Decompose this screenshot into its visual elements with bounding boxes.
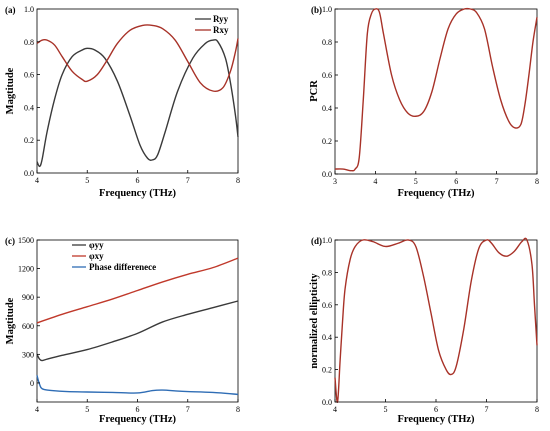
x-tick-label: 5 [85, 176, 89, 185]
y-tick-label: 0.2 [322, 366, 332, 375]
y-tick-label: 1.0 [322, 5, 332, 14]
x-tick-label: 8 [236, 405, 240, 414]
y-tick-label: 0 [30, 379, 34, 388]
legend-label-phi-xy: φxy [89, 251, 104, 261]
panel-c-legend: φyy φxy Phase differenece [72, 240, 156, 272]
x-tick-label: 6 [434, 405, 438, 414]
x-tick-label: 6 [136, 405, 140, 414]
series-line-rxy [36, 24, 239, 92]
y-tick-label: 0.0 [322, 170, 332, 179]
series-line-series-0 [334, 7, 538, 172]
x-tick-label: 5 [384, 405, 388, 414]
x-tick-label: 7 [495, 177, 499, 186]
y-tick-label: 0.2 [24, 136, 34, 145]
legend-label-rxy: Rxy [213, 25, 229, 35]
y-tick-label: 1500 [18, 236, 34, 245]
y-tick-label: 1200 [18, 265, 34, 274]
y-tick-label: 600 [22, 322, 34, 331]
y-tick-label: 0.8 [322, 268, 332, 277]
x-tick-label: 3 [333, 177, 337, 186]
panel-d-ticks: 4 5 6 7 8 0.0 0.2 0.4 0.6 0.8 1.0 [322, 236, 539, 414]
y-tick-label: 1.0 [24, 5, 34, 14]
legend-label-phi-yy: φyy [89, 240, 104, 250]
x-tick-label: 8 [535, 177, 539, 186]
panel-a-series [36, 24, 239, 168]
panel-a: (a) 4 5 6 7 8 0.0 0.2 0.4 0.6 0.8 1.0 Frequency (T… [5, 5, 240, 199]
x-tick-label: 4 [35, 405, 39, 414]
x-tick-label: 4 [35, 176, 39, 185]
panel-d-xlabel: Frequency (THz) [397, 414, 475, 425]
panel-b-tag: (b) [311, 5, 322, 15]
panel-d-tag: (d) [311, 236, 322, 246]
panel-a-ylabel: Magtitude [5, 67, 16, 114]
x-tick-label: 6 [454, 177, 458, 186]
y-tick-label: 0.0 [322, 398, 332, 407]
y-tick-label: 1.0 [322, 236, 332, 245]
panel-a-tag: (a) [5, 5, 16, 15]
panel-c-xlabel: Frequency (THz) [99, 414, 177, 425]
panel-d-series [334, 237, 538, 403]
legend-label-ryy: Ryy [213, 14, 229, 24]
panel-a-ticks: 4 5 6 7 8 0.0 0.2 0.4 0.6 0.8 1.0 [24, 5, 240, 185]
x-tick-label: 8 [535, 405, 539, 414]
x-tick-label: 5 [85, 405, 89, 414]
x-tick-label: 8 [236, 176, 240, 185]
legend-label-phase-difference: Phase differenece [89, 262, 156, 272]
y-tick-label: 0.8 [24, 38, 34, 47]
panel-d: (d) 4 5 6 7 8 0.0 0.2 0.4 0.6 0.8 1.0 Frequency (T… [309, 236, 539, 425]
panel-b-ylabel: PCR [309, 80, 320, 102]
x-tick-label: 6 [136, 176, 140, 185]
panel-b-series [334, 7, 538, 172]
x-tick-label: 7 [186, 176, 190, 185]
panel-c-ticks: 4 5 6 7 8 0 300 600 900 1200 1500 [18, 236, 240, 414]
panel-a-legend: Ryy Rxy [195, 14, 229, 35]
y-tick-label: 0.0 [24, 169, 34, 178]
x-tick-label: 4 [333, 405, 337, 414]
x-tick-label: 7 [186, 405, 190, 414]
series-line-ryy [36, 39, 239, 168]
y-tick-label: 0.6 [322, 301, 332, 310]
y-tick-label: 0.4 [24, 103, 34, 112]
panel-b: (b) 3 4 5 6 7 8 0.0 0.2 0.4 0.6 0.8 1.0 Frequency (… [309, 5, 539, 199]
y-tick-label: 0.6 [322, 71, 332, 80]
y-tick-label: 900 [22, 293, 34, 302]
series-line-phase-differenece [36, 375, 239, 396]
y-tick-label: 0.4 [322, 333, 332, 342]
panel-c-series [36, 257, 239, 396]
panel-c-ylabel: Magtitude [5, 297, 16, 344]
panel-d-ylabel: normalized ellipticity [309, 273, 320, 369]
panel-a-xlabel: Frequency (THz) [99, 188, 177, 199]
series-line-series-0 [334, 237, 538, 403]
x-tick-label: 7 [485, 405, 489, 414]
y-tick-label: 0.8 [322, 38, 332, 47]
y-tick-label: 300 [22, 350, 34, 359]
panel-c-tag: (c) [5, 236, 15, 246]
y-tick-label: 0.6 [24, 71, 34, 80]
panel-a-frame [36, 8, 239, 174]
panel-b-xlabel: Frequency (THz) [397, 188, 475, 199]
panel-c: (c) 4 5 6 7 8 0 300 600 900 1200 1500 Frequency (T… [5, 236, 240, 425]
x-tick-label: 5 [414, 177, 418, 186]
series-line-φyy [36, 300, 239, 362]
panel-b-ticks: 3 4 5 6 7 8 0.0 0.2 0.4 0.6 0.8 1.0 [322, 5, 539, 186]
panel-b-frame [334, 8, 538, 175]
series-line-φxy [36, 257, 239, 324]
x-tick-label: 4 [373, 177, 377, 186]
y-tick-label: 0.4 [322, 104, 332, 113]
y-tick-label: 0.2 [322, 137, 332, 146]
panel-d-frame [334, 239, 538, 403]
